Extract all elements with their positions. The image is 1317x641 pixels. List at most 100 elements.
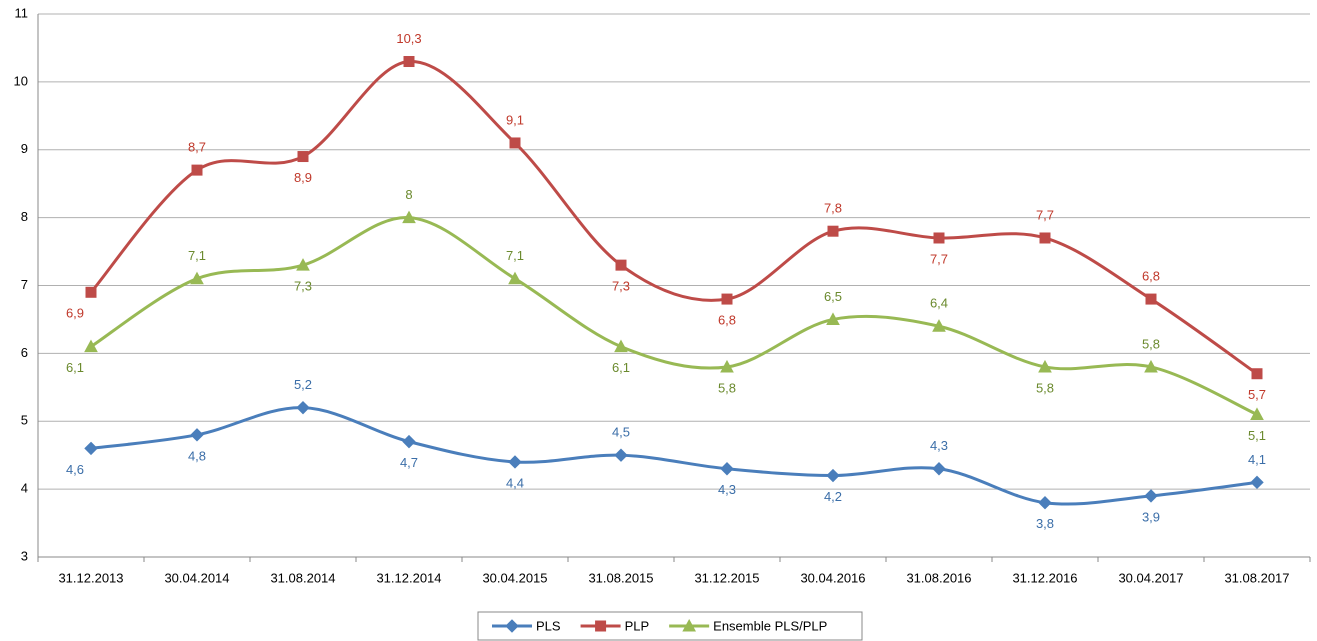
data-point bbox=[1039, 232, 1051, 244]
legend-marker bbox=[682, 618, 696, 632]
data-label: 5,2 bbox=[294, 377, 312, 392]
data-label: 8,7 bbox=[188, 140, 206, 155]
data-label: 7,1 bbox=[188, 248, 206, 263]
data-label: 7,7 bbox=[1036, 207, 1054, 222]
data-point bbox=[190, 271, 204, 285]
data-label: 4,4 bbox=[506, 475, 524, 490]
data-label: 6,1 bbox=[66, 360, 84, 375]
data-point bbox=[402, 210, 416, 224]
data-point bbox=[84, 441, 98, 456]
data-label: 10,3 bbox=[396, 31, 421, 46]
data-label: 6,8 bbox=[1142, 269, 1160, 284]
data-point bbox=[297, 151, 309, 163]
legend-label: PLS bbox=[536, 618, 561, 633]
x-tick-label: 30.04.2016 bbox=[800, 570, 865, 585]
data-point bbox=[614, 448, 628, 462]
y-tick-label: 4 bbox=[21, 481, 28, 496]
legend-label: Ensemble PLS/PLP bbox=[713, 618, 827, 633]
x-tick-label: 31.08.2017 bbox=[1224, 570, 1289, 585]
data-label: 5,7 bbox=[1248, 387, 1266, 402]
data-point bbox=[403, 56, 415, 68]
data-point bbox=[720, 462, 734, 476]
data-point bbox=[827, 225, 839, 237]
y-tick-label: 10 bbox=[14, 73, 28, 88]
data-point bbox=[932, 462, 946, 476]
data-label: 4,3 bbox=[930, 438, 948, 453]
data-label: 8 bbox=[405, 187, 412, 202]
y-tick-label: 6 bbox=[21, 345, 28, 360]
data-label: 7,7 bbox=[930, 251, 948, 266]
data-label: 7,8 bbox=[824, 201, 842, 216]
x-tick-label: 30.04.2017 bbox=[1118, 570, 1183, 585]
data-point bbox=[932, 319, 946, 332]
data-label: 4,7 bbox=[400, 455, 418, 470]
data-label: 4,5 bbox=[612, 425, 630, 440]
data-point bbox=[1250, 475, 1264, 490]
data-label: 6,1 bbox=[612, 360, 630, 375]
data-label: 7,1 bbox=[506, 248, 524, 263]
data-label: 6,4 bbox=[930, 296, 948, 311]
data-point bbox=[508, 271, 522, 285]
legend: PLS PLP Ensemble PLS/PLP bbox=[477, 611, 863, 641]
data-label: 5,8 bbox=[1142, 336, 1160, 351]
data-label: 6,8 bbox=[718, 313, 736, 328]
data-label: 4,2 bbox=[824, 489, 842, 504]
x-tick-label: 31.12.2014 bbox=[376, 570, 441, 585]
data-point bbox=[402, 434, 416, 449]
x-tick-label: 31.08.2014 bbox=[270, 570, 335, 585]
data-point bbox=[508, 455, 522, 469]
data-point bbox=[615, 259, 627, 271]
data-label: 7,3 bbox=[612, 279, 630, 294]
legend-marker bbox=[595, 620, 607, 632]
data-label: 4,6 bbox=[66, 462, 84, 477]
x-tick-label: 30.04.2015 bbox=[482, 570, 547, 585]
legend-marker bbox=[505, 619, 519, 633]
data-label: 5,8 bbox=[1036, 380, 1054, 395]
data-point bbox=[84, 339, 98, 353]
data-label: 8,9 bbox=[294, 170, 312, 185]
data-point bbox=[1145, 293, 1157, 305]
data-point bbox=[1250, 407, 1264, 420]
x-tick-label: 31.08.2016 bbox=[906, 570, 971, 585]
data-label: 4,1 bbox=[1248, 452, 1266, 467]
y-tick-label: 3 bbox=[21, 548, 28, 563]
y-tick-label: 7 bbox=[21, 277, 28, 292]
data-label: 4,8 bbox=[188, 448, 206, 463]
data-point bbox=[1144, 359, 1158, 373]
data-point bbox=[191, 164, 203, 176]
data-point bbox=[933, 232, 945, 244]
data-label: 3,8 bbox=[1036, 516, 1054, 531]
y-tick-label: 5 bbox=[21, 413, 28, 428]
data-point bbox=[85, 286, 97, 298]
data-point bbox=[720, 359, 734, 373]
y-tick-label: 11 bbox=[15, 5, 29, 20]
data-label: 5,1 bbox=[1248, 428, 1266, 443]
data-point bbox=[1038, 495, 1052, 510]
data-point bbox=[190, 428, 204, 442]
x-tick-label: 31.08.2015 bbox=[588, 570, 653, 585]
data-label: 9,1 bbox=[506, 112, 524, 127]
series-line bbox=[90, 406, 1258, 506]
legend-label: PLP bbox=[625, 618, 650, 633]
data-point bbox=[296, 258, 310, 271]
x-tick-label: 31.12.2013 bbox=[58, 570, 123, 585]
data-point bbox=[826, 312, 840, 325]
x-tick-label: 31.12.2015 bbox=[694, 570, 759, 585]
data-point bbox=[721, 293, 733, 305]
data-point bbox=[509, 137, 521, 149]
data-point bbox=[1038, 359, 1052, 373]
series-line bbox=[90, 216, 1258, 416]
data-point bbox=[1251, 368, 1263, 380]
data-point bbox=[1144, 489, 1158, 503]
data-label: 7,3 bbox=[294, 279, 312, 294]
data-point bbox=[296, 400, 310, 415]
data-point bbox=[826, 468, 840, 483]
data-point bbox=[614, 339, 628, 353]
data-label: 4,3 bbox=[718, 482, 736, 497]
x-tick-label: 31.12.2016 bbox=[1012, 570, 1077, 585]
data-label: 5,8 bbox=[718, 380, 736, 395]
data-label: 6,9 bbox=[66, 306, 84, 321]
x-tick-label: 30.04.2014 bbox=[164, 570, 229, 585]
